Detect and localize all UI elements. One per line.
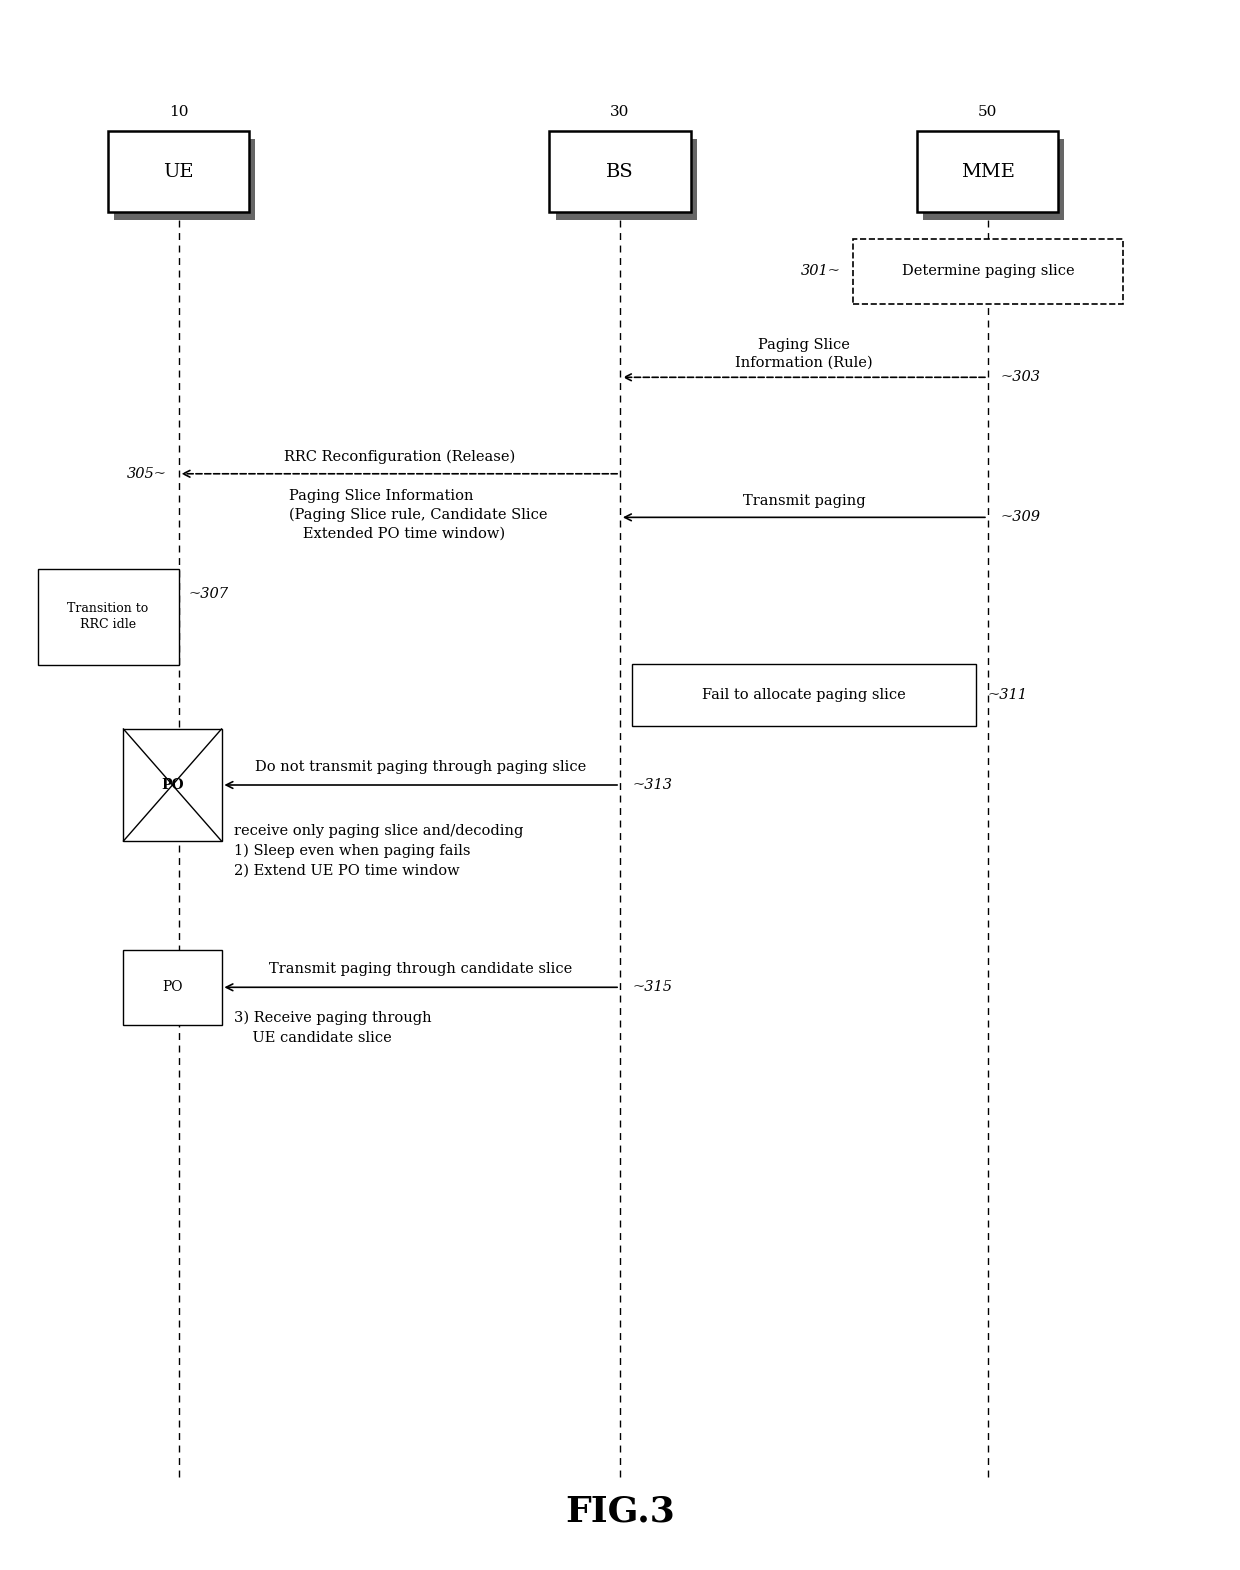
Bar [124,950,222,1025]
Text: RRC Reconfiguration (Release): RRC Reconfiguration (Release) [284,451,515,465]
Text: 30: 30 [610,105,630,119]
Text: ~311: ~311 [988,688,1028,702]
Text: receive only paging slice and/decoding
1) Sleep even when paging fails
2) Extend: receive only paging slice and/decoding 1… [234,824,523,878]
Text: 50: 50 [978,105,997,119]
Bar [108,132,249,212]
Bar [124,728,222,842]
Text: Determine paging slice: Determine paging slice [901,264,1074,278]
Text: BS: BS [606,163,634,181]
Text: ~313: ~313 [632,779,672,791]
Text: Transition to
RRC idle: Transition to RRC idle [67,603,149,631]
Bar [556,140,697,220]
Text: Fail to allocate paging slice: Fail to allocate paging slice [702,688,905,702]
Text: ~303: ~303 [1001,371,1040,385]
Bar [632,664,976,725]
Text: ~315: ~315 [632,980,672,994]
Bar [549,132,691,212]
Text: Do not transmit paging through paging slice: Do not transmit paging through paging sl… [255,760,587,774]
Text: PO: PO [161,779,184,791]
Text: Transmit paging through candidate slice: Transmit paging through candidate slice [269,962,573,977]
Bar [924,140,1064,220]
Text: ~307: ~307 [188,587,228,601]
Text: PO: PO [162,980,182,994]
Text: UE: UE [164,163,193,181]
Text: FIG.3: FIG.3 [565,1495,675,1529]
Text: Transmit paging: Transmit paging [743,495,866,509]
Bar [918,132,1058,212]
Text: 305~: 305~ [126,466,166,480]
Text: 301~: 301~ [801,264,841,278]
Text: Paging Slice Information
(Paging Slice rule, Candidate Slice
   Extended PO time: Paging Slice Information (Paging Slice r… [289,490,547,540]
Bar [37,568,179,666]
Text: 10: 10 [169,105,188,119]
Text: ~309: ~309 [1001,510,1040,524]
Text: Paging Slice
Information (Rule): Paging Slice Information (Rule) [735,338,873,369]
Text: 3) Receive paging through
    UE candidate slice: 3) Receive paging through UE candidate s… [234,1011,432,1044]
Bar [114,140,255,220]
Bar [853,239,1122,305]
Text: MME: MME [961,163,1014,181]
